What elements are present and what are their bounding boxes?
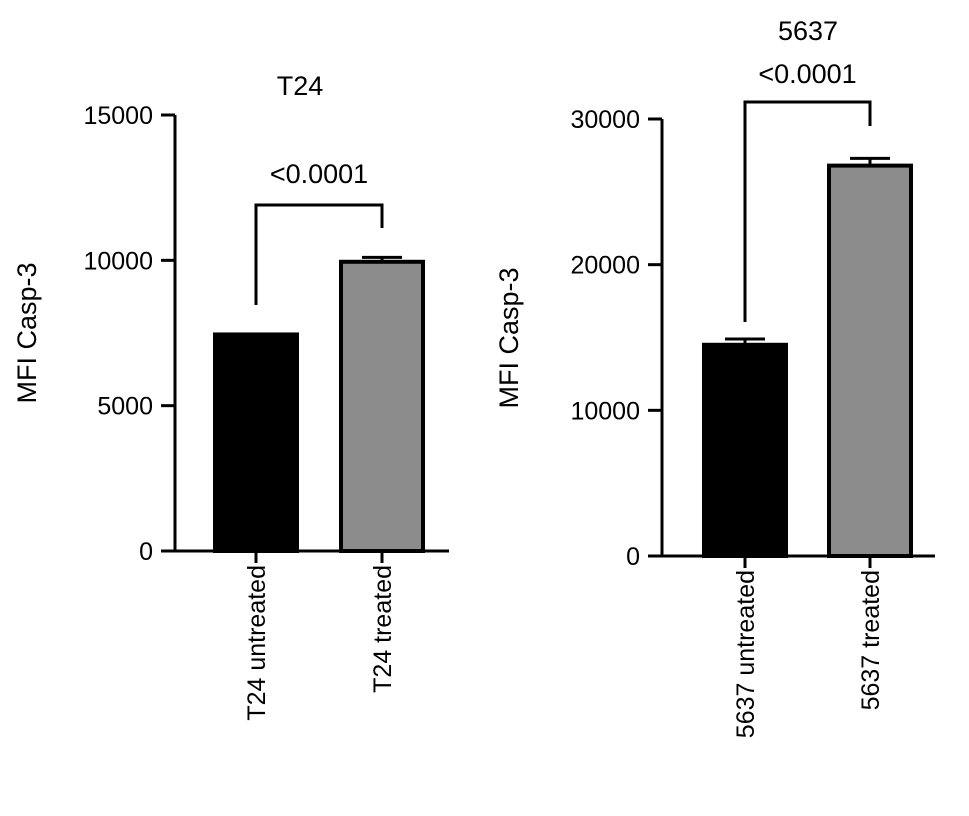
p-value-label: <0.0001 xyxy=(758,59,856,89)
chart-panel-t24: T24 MFI Casp-3 0 5000 10000 15000 T24 untre… xyxy=(12,71,449,721)
chart-title: T24 xyxy=(277,71,324,101)
y-tick-label: 0 xyxy=(139,538,153,566)
y-tick-label: 5000 xyxy=(97,393,153,421)
y-axis-label: MFI Casp-3 xyxy=(12,262,42,403)
p-value-label: <0.0001 xyxy=(270,159,368,189)
bar xyxy=(339,259,425,553)
y-ticks: 0 5000 10000 15000 xyxy=(83,102,175,566)
bars xyxy=(213,255,425,563)
category-label: T24 treated xyxy=(369,565,397,693)
y-tick-label: 30000 xyxy=(570,106,640,134)
category-label: 5637 untreated xyxy=(732,570,760,738)
y-tick-label: 15000 xyxy=(83,102,153,130)
bar xyxy=(213,332,299,553)
bracket-line xyxy=(254,203,384,305)
y-tick-label: 10000 xyxy=(83,247,153,275)
category-labels: T24 untreated T24 treated xyxy=(243,565,397,721)
chart-title: 5637 xyxy=(778,16,838,46)
significance-bracket: <0.0001 xyxy=(254,159,384,305)
bar xyxy=(702,342,788,558)
bars xyxy=(702,156,913,568)
y-axis-label: MFI Casp-3 xyxy=(494,267,524,408)
category-label: T24 untreated xyxy=(243,565,271,721)
chart-panel-5637: 5637 MFI Casp-3 0 10000 20000 30000 5637 un… xyxy=(494,16,935,738)
y-tick-label: 10000 xyxy=(570,397,640,425)
y-tick-label: 0 xyxy=(626,543,640,571)
y-tick-label: 20000 xyxy=(570,252,640,280)
significance-bracket: <0.0001 xyxy=(743,59,872,322)
y-ticks: 0 10000 20000 30000 xyxy=(570,106,662,571)
category-label: 5637 treated xyxy=(857,570,885,710)
bar xyxy=(827,163,913,558)
category-labels: 5637 untreated 5637 treated xyxy=(732,570,885,738)
bracket-line xyxy=(743,100,872,322)
